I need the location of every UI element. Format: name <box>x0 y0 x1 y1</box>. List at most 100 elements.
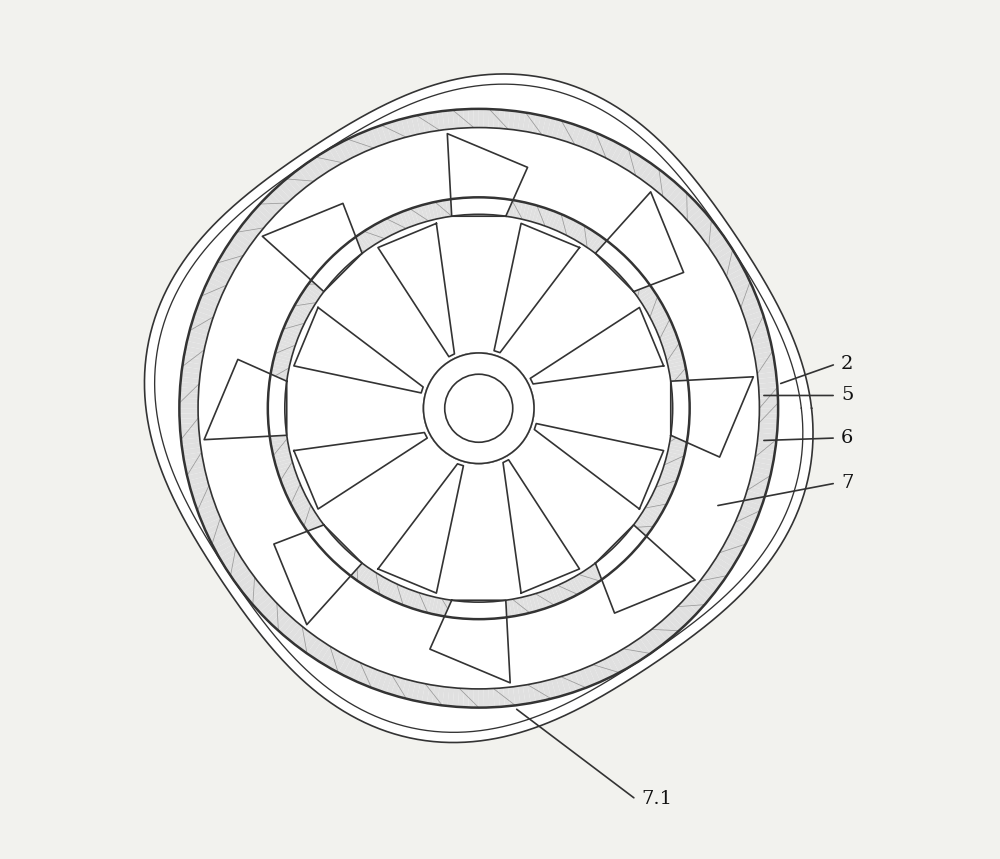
Polygon shape <box>733 522 752 535</box>
Polygon shape <box>570 125 581 144</box>
Polygon shape <box>204 359 287 440</box>
Polygon shape <box>677 603 694 620</box>
Polygon shape <box>367 668 378 688</box>
Polygon shape <box>611 654 624 673</box>
Polygon shape <box>753 346 773 355</box>
Polygon shape <box>376 125 387 144</box>
Polygon shape <box>401 118 411 137</box>
Polygon shape <box>558 584 568 601</box>
Polygon shape <box>542 590 551 607</box>
Polygon shape <box>595 192 684 291</box>
Polygon shape <box>759 403 778 408</box>
Polygon shape <box>306 284 322 297</box>
Polygon shape <box>741 301 760 312</box>
Polygon shape <box>427 685 435 704</box>
Polygon shape <box>447 110 454 129</box>
Polygon shape <box>330 257 344 271</box>
Polygon shape <box>277 343 294 351</box>
Polygon shape <box>262 204 362 291</box>
Polygon shape <box>179 398 198 404</box>
Polygon shape <box>665 350 682 358</box>
Polygon shape <box>281 332 298 342</box>
Polygon shape <box>199 296 219 308</box>
Polygon shape <box>253 208 270 224</box>
Polygon shape <box>246 585 264 600</box>
Polygon shape <box>410 592 419 609</box>
Polygon shape <box>632 278 647 291</box>
Polygon shape <box>228 561 246 576</box>
Polygon shape <box>489 601 493 618</box>
Polygon shape <box>653 490 670 501</box>
Polygon shape <box>636 520 652 533</box>
Polygon shape <box>532 683 541 702</box>
Polygon shape <box>584 569 597 585</box>
Polygon shape <box>237 228 255 243</box>
Polygon shape <box>324 262 339 276</box>
Polygon shape <box>519 202 526 219</box>
Polygon shape <box>269 432 287 437</box>
Polygon shape <box>468 689 474 708</box>
Polygon shape <box>489 689 494 708</box>
Polygon shape <box>464 601 469 618</box>
Polygon shape <box>289 313 306 323</box>
Polygon shape <box>503 687 510 706</box>
Polygon shape <box>192 316 212 326</box>
Polygon shape <box>290 173 306 190</box>
Polygon shape <box>681 200 698 216</box>
Polygon shape <box>269 379 287 385</box>
Polygon shape <box>181 372 200 379</box>
Polygon shape <box>664 346 681 355</box>
Polygon shape <box>602 658 615 677</box>
Polygon shape <box>335 550 349 565</box>
Polygon shape <box>212 268 231 281</box>
Polygon shape <box>268 397 285 401</box>
Polygon shape <box>672 393 689 398</box>
Polygon shape <box>625 270 640 283</box>
Polygon shape <box>428 203 435 220</box>
Polygon shape <box>700 224 718 240</box>
Polygon shape <box>671 379 688 385</box>
Polygon shape <box>548 211 558 228</box>
Polygon shape <box>644 166 659 184</box>
Polygon shape <box>300 511 316 523</box>
Polygon shape <box>547 118 556 137</box>
Polygon shape <box>274 525 362 624</box>
Polygon shape <box>573 576 584 593</box>
Polygon shape <box>677 197 694 213</box>
Polygon shape <box>396 213 406 229</box>
Polygon shape <box>758 428 777 435</box>
Polygon shape <box>606 142 619 161</box>
Polygon shape <box>338 142 351 161</box>
Polygon shape <box>390 584 400 601</box>
Text: 7: 7 <box>841 474 853 492</box>
Polygon shape <box>371 670 383 690</box>
Polygon shape <box>442 687 449 706</box>
Polygon shape <box>535 593 544 610</box>
Polygon shape <box>706 570 724 584</box>
Polygon shape <box>670 375 688 381</box>
Polygon shape <box>267 193 284 210</box>
Polygon shape <box>191 485 210 496</box>
Polygon shape <box>751 472 770 481</box>
Polygon shape <box>282 179 298 197</box>
Polygon shape <box>516 201 523 218</box>
Polygon shape <box>243 220 261 235</box>
Polygon shape <box>751 336 770 345</box>
Polygon shape <box>376 578 388 594</box>
Polygon shape <box>386 582 397 600</box>
Polygon shape <box>652 493 668 504</box>
Polygon shape <box>606 552 620 568</box>
Polygon shape <box>307 638 322 656</box>
Polygon shape <box>197 301 217 312</box>
Polygon shape <box>629 527 645 541</box>
Polygon shape <box>199 509 219 521</box>
Polygon shape <box>217 545 236 558</box>
Polygon shape <box>503 460 580 593</box>
Polygon shape <box>308 281 324 295</box>
Polygon shape <box>334 144 347 162</box>
Polygon shape <box>194 311 213 321</box>
Polygon shape <box>458 688 464 707</box>
Polygon shape <box>293 306 309 317</box>
Polygon shape <box>253 593 270 608</box>
Polygon shape <box>518 685 526 704</box>
